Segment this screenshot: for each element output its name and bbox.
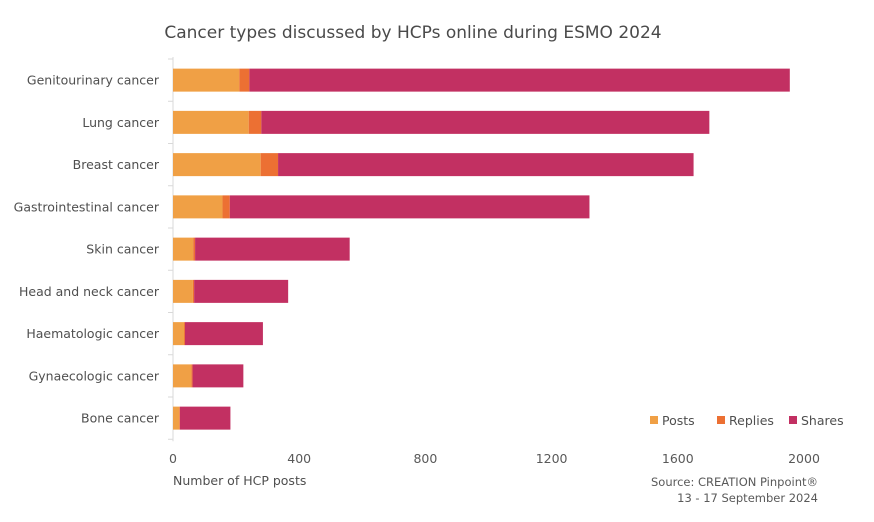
bar-shares-skin-cancer xyxy=(195,237,350,261)
category-label: Skin cancer xyxy=(86,242,160,257)
bar-replies-gynaecologic-cancer xyxy=(191,364,193,388)
chart-title: Cancer types discussed by HCPs online du… xyxy=(164,23,661,43)
bar-posts-head-and-neck-cancer xyxy=(173,279,193,303)
bar-shares-gynaecologic-cancer xyxy=(192,364,244,388)
category-axis: Genitourinary cancer Lung cancer Breast ca… xyxy=(14,57,174,442)
category-label: Gastrointestinal cancer xyxy=(14,199,160,214)
x-tick-label: 2000 xyxy=(788,451,820,466)
bar-replies-haematologic-cancer xyxy=(184,322,185,346)
category-label: Gynaecologic cancer xyxy=(29,368,160,383)
bar-replies-bone-cancer xyxy=(179,406,180,430)
legend-swatch-posts xyxy=(650,416,658,424)
x-axis-title: Number of HCP posts xyxy=(173,473,306,488)
bar-replies-breast-cancer xyxy=(260,153,279,177)
bar-replies-genitourinary-cancer xyxy=(239,68,250,92)
bar-posts-haematologic-cancer xyxy=(173,322,185,346)
bar-posts-skin-cancer xyxy=(173,237,194,261)
category-label: Bone cancer xyxy=(81,411,160,426)
category-label: Haematologic cancer xyxy=(26,326,160,341)
x-axis-ticks: 0 400 800 1200 1600 2000 xyxy=(169,451,820,466)
bar-shares-haematologic-cancer xyxy=(184,322,263,346)
x-tick-label: 400 xyxy=(287,451,311,466)
bar-posts-lung-cancer xyxy=(173,110,249,134)
bar-posts-gynaecologic-cancer xyxy=(173,364,192,388)
x-tick-label: 1200 xyxy=(536,451,568,466)
source-line-1: Source: CREATION Pinpoint® xyxy=(651,475,818,489)
bar-posts-bone-cancer xyxy=(173,406,180,430)
legend: Posts Replies Shares xyxy=(650,413,844,428)
legend-label-shares: Shares xyxy=(801,413,844,428)
source-line-2: 13 - 17 September 2024 xyxy=(677,491,818,505)
legend-swatch-replies xyxy=(717,416,725,424)
legend-label-replies: Replies xyxy=(729,413,774,428)
category-label: Breast cancer xyxy=(73,157,160,172)
bar-shares-breast-cancer xyxy=(278,153,694,177)
bar-replies-head-and-neck-cancer xyxy=(192,279,195,303)
bars-group xyxy=(173,68,790,430)
bar-shares-bone-cancer xyxy=(179,406,231,430)
category-label: Head and neck cancer xyxy=(19,284,160,299)
bar-posts-breast-cancer xyxy=(173,153,261,177)
legend-swatch-shares xyxy=(789,416,797,424)
bar-posts-genitourinary-cancer xyxy=(173,68,240,92)
bar-posts-gastrointestinal-cancer xyxy=(173,195,223,219)
bar-replies-lung-cancer xyxy=(248,110,262,134)
bar-shares-head-and-neck-cancer xyxy=(194,279,289,303)
bar-shares-genitourinary-cancer xyxy=(249,68,790,92)
bar-shares-lung-cancer xyxy=(261,110,710,134)
bar-shares-gastrointestinal-cancer xyxy=(229,195,590,219)
bar-replies-gastrointestinal-cancer xyxy=(222,195,230,219)
x-tick-label: 0 xyxy=(169,451,177,466)
bar-replies-skin-cancer xyxy=(193,237,196,261)
legend-label-posts: Posts xyxy=(662,413,695,428)
x-tick-label: 800 xyxy=(413,451,437,466)
category-label: Genitourinary cancer xyxy=(27,73,160,88)
x-tick-label: 1600 xyxy=(662,451,694,466)
category-label: Lung cancer xyxy=(82,115,160,130)
